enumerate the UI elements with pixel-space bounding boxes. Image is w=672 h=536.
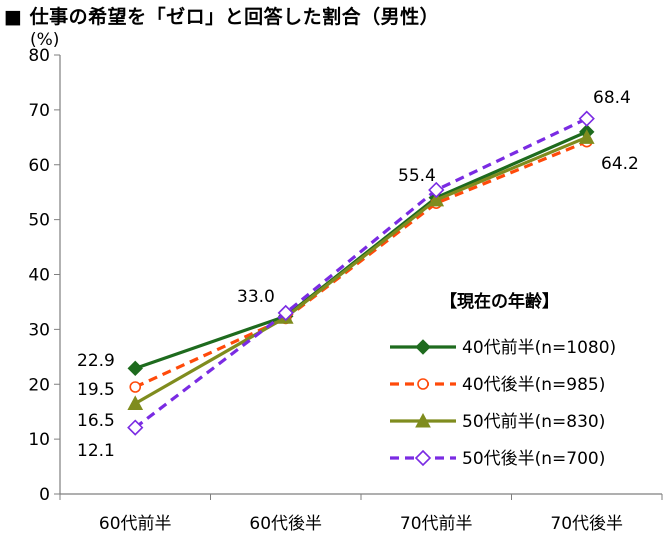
data-point	[127, 395, 144, 410]
data-point	[578, 129, 595, 144]
y-tick-label: 20	[28, 375, 50, 395]
y-tick-labels: 0 10 20 30 40 50 60 70 80	[28, 46, 60, 505]
legend-item: 50代後半(n=700)	[390, 449, 605, 469]
data-point	[127, 360, 143, 377]
legend-label: 50代前半(n=830)	[462, 412, 605, 432]
data-label: 55.4	[398, 166, 436, 186]
legend-marker	[415, 339, 431, 355]
chart-title: ■ 仕事の希望を「ゼロ」と回答した割合（男性）	[4, 6, 440, 28]
y-tick-label: 60	[28, 156, 50, 176]
legend-label: 40代前半(n=1080)	[462, 338, 616, 358]
data-point	[428, 191, 445, 207]
series-line	[134, 140, 588, 389]
x-category-label: 70代前半	[400, 514, 473, 534]
y-axis-label: (%)	[30, 30, 59, 50]
series-4	[127, 110, 595, 436]
legend-marker	[415, 412, 431, 428]
data-label: 19.5	[77, 380, 115, 400]
legend-label: 50代後半(n=700)	[462, 449, 605, 469]
x-category-label: 70代後半	[550, 514, 623, 534]
data-label: 16.5	[77, 411, 115, 431]
legend-marker	[414, 449, 432, 467]
data-point	[428, 181, 445, 199]
y-tick-label: 10	[28, 430, 50, 450]
x-category-labels: 60代前半 60代後半 70代前半 70代後半	[59, 494, 663, 534]
legend-label: 40代後半(n=985)	[462, 375, 605, 395]
y-tick-label: 40	[28, 266, 50, 286]
data-point	[127, 419, 144, 436]
y-tick-label: 30	[28, 320, 50, 340]
data-point	[129, 381, 142, 393]
data-label: 68.4	[593, 88, 631, 108]
y-tick-label: 50	[28, 211, 50, 231]
data-label: 33.0	[237, 287, 275, 307]
x-category-label: 60代後半	[249, 514, 322, 534]
legend-item: 40代前半(n=1080)	[390, 338, 616, 358]
y-tick-label: 80	[28, 46, 50, 66]
y-tick-label: 0	[39, 485, 50, 505]
legend-item: 50代前半(n=830)	[390, 412, 605, 432]
series-line	[134, 135, 588, 405]
legend: 【現在の年齢】 40代前半(n=1080) 40代後半(n=985) 50代前半(n=…	[390, 291, 616, 469]
legend-marker	[417, 378, 429, 390]
x-category-label: 60代前半	[99, 514, 172, 534]
legend-title: 【現在の年齢】	[440, 291, 559, 312]
data-point	[277, 304, 294, 322]
series-3	[127, 129, 595, 410]
legend-item: 40代後半(n=985)	[390, 375, 605, 395]
data-point	[578, 110, 595, 127]
y-tick-label: 70	[28, 101, 50, 121]
data-labels: 22.9 19.5 16.5 12.1 33.0 55.4 68.4 64.2	[77, 88, 639, 461]
series-lines	[127, 110, 595, 436]
data-label: 12.1	[77, 441, 115, 461]
data-label: 22.9	[77, 351, 115, 371]
data-label: 64.2	[601, 154, 639, 174]
series-line	[134, 117, 588, 429]
